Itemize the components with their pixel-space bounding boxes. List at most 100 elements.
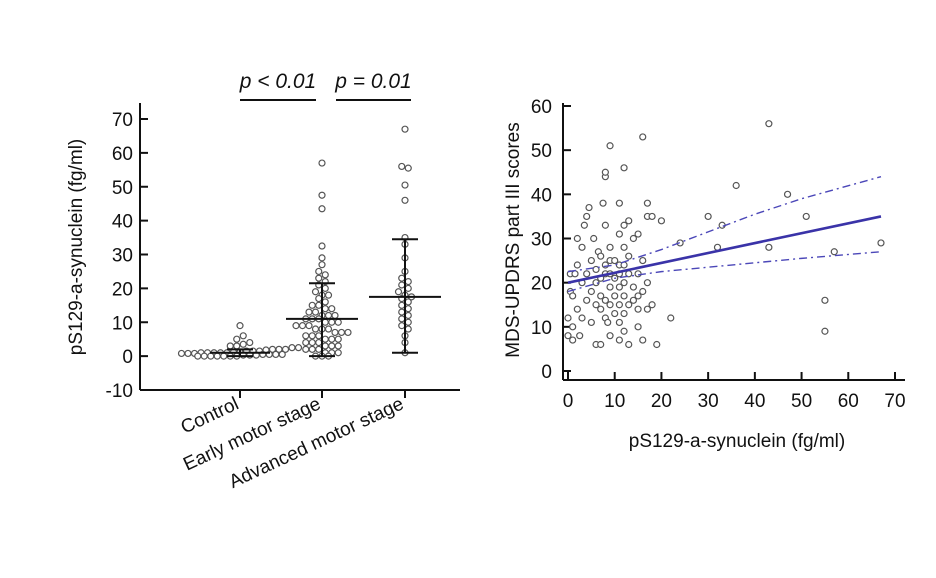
right-data-point	[732, 181, 740, 190]
right-data-point	[620, 327, 628, 335]
left-data-point	[315, 345, 323, 353]
left-data-point	[401, 196, 409, 204]
right-y-tick-label: 50	[531, 141, 552, 162]
right-data-point	[606, 332, 614, 340]
left-data-point	[318, 191, 326, 199]
left-y-tick-label: 70	[112, 110, 133, 131]
right-data-point	[599, 199, 607, 207]
right-data-point	[765, 243, 773, 251]
left-y-tick-label: 0	[122, 347, 133, 368]
left-data-point	[236, 322, 244, 330]
left-y-tick-label: 30	[112, 246, 133, 267]
right-data-point	[592, 301, 600, 309]
left-data-point	[305, 308, 313, 316]
right-data-point	[625, 301, 633, 309]
right-data-point	[643, 279, 652, 287]
left-data-point	[321, 271, 329, 279]
right-x-tick-label: 20	[651, 391, 672, 412]
left-data-point	[226, 342, 234, 350]
right-data-point	[620, 279, 628, 287]
right-data-point	[629, 296, 638, 304]
left-data-point	[404, 305, 412, 313]
right-data-point	[629, 283, 638, 291]
right-data-point	[704, 212, 712, 221]
right-data-point	[634, 270, 642, 278]
right-data-point	[583, 270, 591, 278]
right-data-point	[648, 212, 656, 221]
right-data-point	[620, 309, 628, 318]
right-data-point	[830, 248, 838, 256]
left-data-point	[328, 318, 336, 326]
right-data-point	[611, 309, 619, 318]
left-data-point	[315, 332, 323, 340]
right-data-point	[597, 292, 605, 300]
left-data-point	[398, 281, 406, 289]
right-y-tick-label: 10	[531, 318, 552, 339]
right-data-point	[615, 230, 623, 238]
right-data-point	[587, 256, 595, 265]
right-x-tick-label: 50	[791, 391, 812, 412]
right-data-point	[625, 340, 633, 349]
left-data-point	[311, 308, 320, 316]
left-y-tick-label: -10	[106, 381, 133, 402]
right-data-point	[620, 243, 628, 251]
right-data-point	[639, 287, 647, 296]
right-x-tick-label: 10	[604, 391, 625, 412]
right-data-point	[590, 234, 598, 243]
left-y-tick-label: 20	[112, 279, 133, 300]
right-data-point	[597, 340, 605, 349]
right-data-point	[601, 221, 609, 229]
regression-line	[567, 215, 882, 284]
left-data-point	[311, 288, 320, 296]
right-data-point	[639, 256, 647, 265]
right-data-point	[615, 199, 623, 207]
right-x-tick-label: 30	[698, 391, 719, 412]
left-data-point	[213, 352, 221, 360]
right-data-point	[569, 336, 577, 344]
left-data-point	[318, 159, 326, 167]
right-data-point	[620, 221, 628, 229]
left-data-point	[398, 274, 406, 282]
right-data-point	[569, 292, 577, 300]
left-data-point	[315, 338, 323, 347]
right-data-point	[643, 199, 652, 207]
right-data-point	[576, 332, 584, 340]
left-data-point	[318, 205, 326, 213]
left-data-point	[321, 342, 329, 350]
right-data-point	[625, 252, 633, 260]
right-data-point	[587, 287, 595, 296]
right-x-tick-label: 70	[884, 391, 905, 412]
left-data-point	[220, 352, 228, 360]
right-data-point	[639, 336, 647, 344]
left-y-tick-label: 50	[112, 178, 133, 199]
left-data-point	[294, 344, 303, 352]
right-data-point	[615, 336, 623, 344]
right-data-point	[601, 296, 609, 304]
left-data-point	[324, 325, 333, 333]
right-data-point	[587, 318, 595, 327]
left-data-point	[398, 162, 406, 171]
left-data-point	[318, 242, 326, 250]
right-y-tick-label: 60	[531, 97, 552, 118]
right-data-point	[625, 217, 633, 225]
left-data-point	[324, 311, 333, 320]
left-data-point	[298, 322, 307, 330]
right-data-point	[667, 314, 675, 322]
p-value-label: p = 0.01	[334, 70, 411, 93]
right-data-point	[634, 305, 642, 313]
left-data-point	[278, 350, 286, 359]
left-data-point	[315, 274, 323, 282]
left-data-point	[272, 350, 280, 359]
right-data-point	[592, 265, 600, 274]
right-y-tick-label: 0	[541, 362, 552, 383]
left-y-tick-label: 40	[112, 212, 133, 233]
left-data-point	[308, 332, 316, 340]
left-data-point	[315, 267, 323, 276]
right-data-point	[564, 332, 572, 340]
right-data-point	[585, 203, 593, 212]
left-data-point	[239, 340, 247, 348]
right-data-point	[648, 301, 656, 309]
left-data-point	[321, 284, 329, 292]
right-data-point	[634, 323, 642, 331]
right-panel-scatter: MDS-UPDRS part III scores pS129-a-synucl…	[503, 97, 906, 452]
